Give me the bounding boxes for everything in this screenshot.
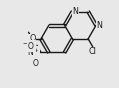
Text: Cl: Cl [89,47,97,56]
Text: N$^+$: N$^+$ [27,47,39,58]
Text: N: N [72,7,78,16]
Text: N: N [96,21,102,30]
Text: $^-$O: $^-$O [21,40,36,51]
Text: O: O [29,34,36,43]
Text: O: O [33,59,39,68]
